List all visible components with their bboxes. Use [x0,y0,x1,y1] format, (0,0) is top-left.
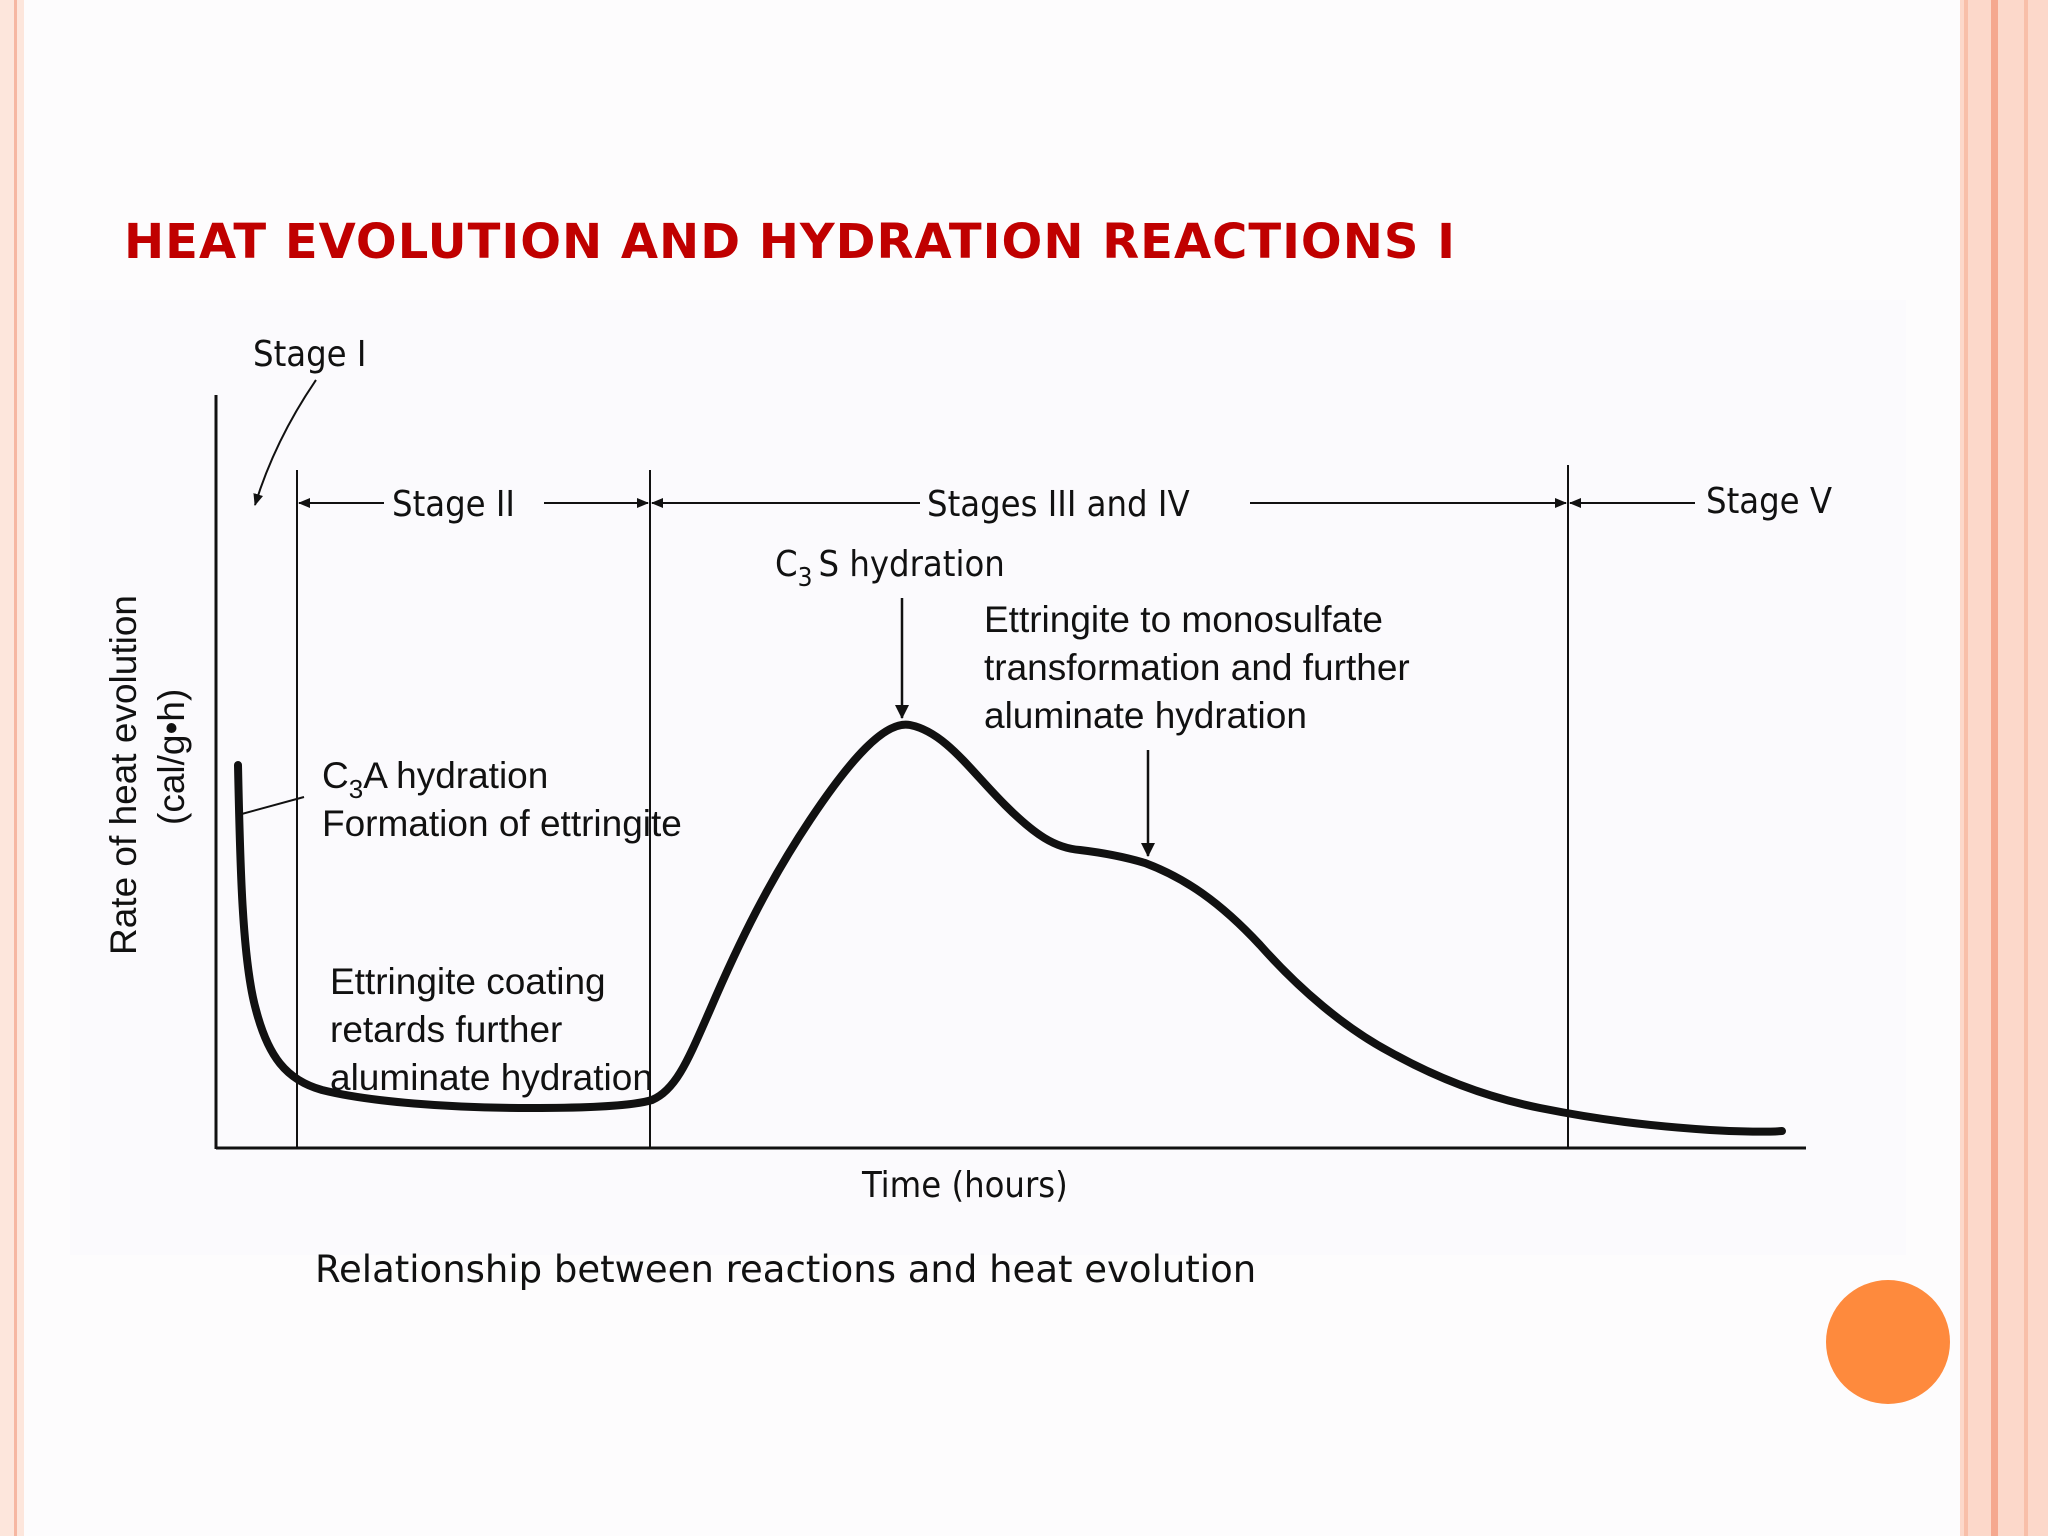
heat-evolution-curve [234,720,1786,1136]
stage-1-label: Stage I [253,334,366,375]
c3a-hydration-label: C3A hydration [322,755,548,804]
decorative-orange-circle [1826,1280,1950,1404]
diagram-panel: Stage I Stage II Stages III and IV Stage… [70,300,1906,1255]
right-border-stripe [1964,0,1968,1536]
ettringite-monosulfate-line-2: transformation and further [984,647,1410,688]
stage-3-4-label: Stages III and IV [927,484,1190,525]
slide-title: HEAT EVOLUTION AND HYDRATION REACTIONS I [124,214,1457,270]
ettringite-coating-line-1: Ettringite coating [330,961,606,1002]
right-border-stripe [2024,0,2028,1536]
figure-caption: Relationship between reactions and heat … [315,1248,1257,1291]
stage-5-label: Stage V [1706,481,1832,522]
ettringite-formation-label: Formation of ettringite [322,803,682,844]
y-axis-unit: (cal/g•h) [151,689,192,825]
left-border-decoration [0,0,24,1536]
x-axis-label: Time (hours) [861,1165,1068,1206]
heat-evolution-diagram: Stage I Stage II Stages III and IV Stage… [103,334,1832,1206]
ettringite-monosulfate-line-1: Ettringite to monosulfate [984,599,1383,640]
c3s-hydration-label: C3 S hydration [775,544,1005,593]
right-border-decoration [1960,0,2048,1536]
ettringite-coating-line-3: aluminate hydration [330,1057,653,1098]
ettringite-monosulfate-line-3: aluminate hydration [984,695,1307,736]
right-border-stripe [1991,0,1998,1536]
stage-1-arrow [253,379,317,506]
stage-2-label: Stage II [392,484,515,525]
c3a-leader-line [237,796,305,816]
ettringite-coating-line-2: retards further [330,1009,562,1050]
y-axis-label: Rate of heat evolution [103,595,144,955]
